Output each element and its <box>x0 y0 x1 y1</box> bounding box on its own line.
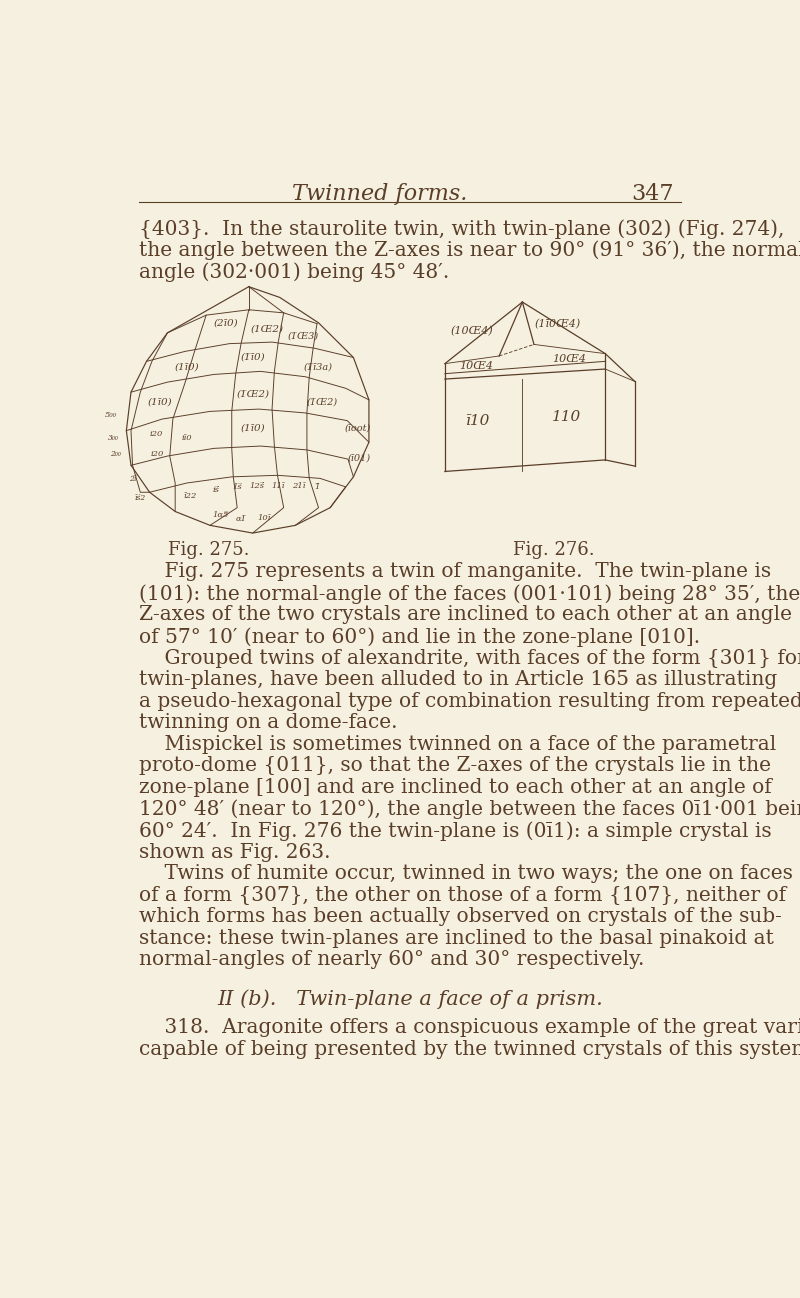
Text: 318.  Aragonite offers a conspicuous example of the great variety: 318. Aragonite offers a conspicuous exam… <box>138 1018 800 1037</box>
Text: II (b).   Twin-plane a face of a prism.: II (b). Twin-plane a face of a prism. <box>217 989 603 1009</box>
Text: twin-planes, have been alluded to in Article 165 as illustrating: twin-planes, have been alluded to in Art… <box>138 670 777 689</box>
Text: 12ś̅: 12ś̅ <box>249 482 264 491</box>
Text: 120° 48′ (near to 120°), the angle between the faces 0ī1·001 being: 120° 48′ (near to 120°), the angle betwe… <box>138 800 800 819</box>
Text: 11ī: 11ī <box>271 482 285 491</box>
Text: 21ī: 21ī <box>293 482 306 491</box>
Text: (1ī0Œ4): (1ī0Œ4) <box>534 319 580 330</box>
Text: the angle between the Z-axes is near to 90° (91° 36′), the normal-: the angle between the Z-axes is near to … <box>138 240 800 260</box>
Text: (2ī0): (2ī0) <box>214 318 238 327</box>
Text: a pseudo-hexagonal type of combination resulting from repeated: a pseudo-hexagonal type of combination r… <box>138 692 800 711</box>
Text: (1Œ2): (1Œ2) <box>250 324 283 334</box>
Text: 1ś̅: 1ś̅ <box>232 483 242 491</box>
Text: (10Œ4): (10Œ4) <box>450 326 494 336</box>
Text: capable of being presented by the twinned crystals of this system.: capable of being presented by the twinne… <box>138 1040 800 1059</box>
Text: (1ī0): (1ī0) <box>240 424 265 432</box>
Text: 3₀₀: 3₀₀ <box>108 435 118 443</box>
Text: zone-plane [100] and are inclined to each other at an angle of: zone-plane [100] and are inclined to eac… <box>138 778 771 797</box>
Text: Grouped twins of alexandrite, with faces of the form {301} for: Grouped twins of alexandrite, with faces… <box>138 649 800 667</box>
Text: iī0: iī0 <box>182 435 192 443</box>
Text: stance: these twin-planes are inclined to the basal pinakoid at: stance: these twin-planes are inclined t… <box>138 929 774 948</box>
Text: i20: i20 <box>150 449 164 458</box>
Text: proto-dome {011}, so that the Z-axes of the crystals lie in the: proto-dome {011}, so that the Z-axes of … <box>138 757 770 775</box>
Text: 10Œ4: 10Œ4 <box>552 354 586 365</box>
Text: 1α5̅: 1α5̅ <box>212 511 228 519</box>
Text: Mispickel is sometimes twinned on a face of the parametral: Mispickel is sometimes twinned on a face… <box>138 735 776 754</box>
Text: {403}.  In the staurolite twin, with twin-plane (302) (Fig. 274),: {403}. In the staurolite twin, with twin… <box>138 219 784 239</box>
Text: (1̅Œ3): (1̅Œ3) <box>287 331 318 340</box>
Text: which forms has been actually observed on crystals of the sub-: which forms has been actually observed o… <box>138 907 782 927</box>
Text: angle (302·001) being 45° 48′.: angle (302·001) being 45° 48′. <box>138 262 449 282</box>
Text: shown as Fig. 263.: shown as Fig. 263. <box>138 842 330 862</box>
Text: (1̅ī0): (1̅ī0) <box>240 353 265 362</box>
Text: 110: 110 <box>552 410 581 424</box>
Text: Twinned forms.: Twinned forms. <box>292 183 467 205</box>
Text: α1̅: α1̅ <box>235 515 246 523</box>
Text: (1̅Œ2): (1̅Œ2) <box>307 397 338 406</box>
Text: (1̅Œ2): (1̅Œ2) <box>236 389 269 398</box>
Text: 10ī: 10ī <box>258 514 271 522</box>
Text: (1ī0): (1ī0) <box>174 362 199 371</box>
Text: 1̅̅: 1̅̅ <box>314 483 320 491</box>
Text: Fig. 276.: Fig. 276. <box>513 541 594 558</box>
Text: ī10: ī10 <box>466 414 490 428</box>
Text: 10Œ4: 10Œ4 <box>459 361 493 371</box>
Text: of a form {307}, the other on those of a form {107}, neither of: of a form {307}, the other on those of a… <box>138 885 786 905</box>
Text: (ī01): (ī01) <box>347 453 370 462</box>
Text: of 57° 10′ (near to 60°) and lie in the zone-plane [010].: of 57° 10′ (near to 60°) and lie in the … <box>138 627 700 646</box>
Text: Fig. 275.: Fig. 275. <box>168 541 250 558</box>
Text: ī22: ī22 <box>184 492 198 500</box>
Text: Twins of humite occur, twinned in two ways; the one on faces: Twins of humite occur, twinned in two wa… <box>138 864 793 883</box>
Text: 2ī̅: 2ī̅ <box>129 475 136 483</box>
Text: twinning on a dome-face.: twinning on a dome-face. <box>138 713 398 732</box>
Text: (īoot): (īoot) <box>344 424 370 432</box>
Text: (1̅ī3a): (1̅ī3a) <box>304 362 333 371</box>
Text: īś2: īś2 <box>134 493 146 501</box>
Text: (101): the normal-angle of the faces (001·101) being 28° 35′, the: (101): the normal-angle of the faces (00… <box>138 584 800 604</box>
Text: 60° 24′.  In Fig. 276 the twin-plane is (0ī1): a simple crystal is: 60° 24′. In Fig. 276 the twin-plane is (… <box>138 822 771 841</box>
Text: 5₀₀: 5₀₀ <box>105 411 117 419</box>
Text: normal-angles of nearly 60° and 30° respectively.: normal-angles of nearly 60° and 30° resp… <box>138 950 644 970</box>
Text: i20: i20 <box>149 431 162 439</box>
Text: Z-axes of the two crystals are inclined to each other at an angle: Z-axes of the two crystals are inclined … <box>138 605 792 624</box>
Text: 347: 347 <box>631 183 674 205</box>
Text: (1ī0): (1ī0) <box>147 397 172 406</box>
Text: iś̅: iś̅ <box>213 485 220 495</box>
Text: 2₀₀: 2₀₀ <box>110 449 121 458</box>
Text: Fig. 275 represents a twin of manganite.  The twin-plane is: Fig. 275 represents a twin of manganite.… <box>138 562 771 582</box>
